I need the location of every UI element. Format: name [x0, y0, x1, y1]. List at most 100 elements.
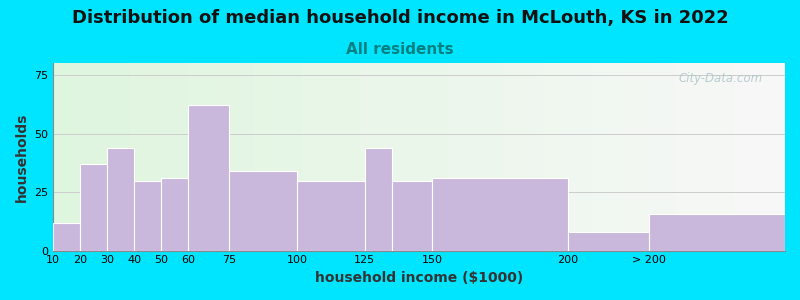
Bar — [741, 63, 745, 251]
Bar — [598, 63, 602, 251]
Bar — [338, 63, 342, 251]
Bar — [93, 63, 97, 251]
Bar — [422, 63, 426, 251]
Bar — [675, 63, 679, 251]
Bar — [642, 63, 646, 251]
Bar — [170, 63, 174, 251]
Bar — [686, 63, 690, 251]
Bar — [290, 63, 294, 251]
Bar — [445, 63, 448, 251]
Bar — [280, 63, 283, 251]
Bar — [610, 63, 613, 251]
Bar — [489, 63, 492, 251]
Bar — [719, 63, 722, 251]
Bar — [529, 63, 533, 251]
Bar — [118, 63, 122, 251]
Bar — [701, 63, 705, 251]
Bar — [134, 63, 137, 251]
Bar — [745, 63, 748, 251]
Bar — [159, 63, 162, 251]
Bar — [452, 63, 455, 251]
Bar — [518, 63, 522, 251]
Bar — [782, 63, 785, 251]
Bar — [734, 63, 738, 251]
Bar — [130, 63, 134, 251]
Bar — [434, 63, 438, 251]
Bar — [309, 63, 313, 251]
Bar — [67, 63, 71, 251]
Bar — [708, 63, 712, 251]
Bar — [53, 63, 57, 251]
Bar — [178, 63, 181, 251]
Bar — [206, 63, 210, 251]
Bar — [80, 164, 107, 251]
Bar — [496, 63, 499, 251]
Bar — [715, 63, 719, 251]
Bar — [438, 63, 441, 251]
Bar — [566, 63, 569, 251]
Bar — [378, 63, 382, 251]
Bar — [499, 63, 503, 251]
Bar — [225, 63, 229, 251]
Bar — [514, 63, 518, 251]
Bar — [631, 63, 635, 251]
Bar — [522, 63, 525, 251]
Bar — [269, 63, 273, 251]
Bar — [613, 63, 617, 251]
Bar — [543, 63, 547, 251]
Bar — [188, 63, 192, 251]
Bar — [185, 63, 188, 251]
Bar — [763, 63, 766, 251]
Text: All residents: All residents — [346, 42, 454, 57]
Bar — [298, 63, 302, 251]
Bar — [82, 63, 86, 251]
Bar — [759, 63, 763, 251]
Bar — [174, 63, 178, 251]
Bar — [78, 63, 82, 251]
Bar — [357, 63, 360, 251]
Bar — [722, 63, 726, 251]
Bar — [236, 63, 239, 251]
Bar — [726, 63, 730, 251]
Bar — [53, 223, 80, 251]
Bar — [265, 63, 269, 251]
Bar — [694, 63, 697, 251]
Bar — [419, 63, 422, 251]
Bar — [115, 63, 118, 251]
Bar — [334, 63, 338, 251]
Bar — [485, 63, 489, 251]
Bar — [196, 63, 199, 251]
Bar — [218, 63, 222, 251]
Bar — [404, 63, 408, 251]
Bar — [294, 63, 298, 251]
Bar — [229, 171, 297, 251]
Bar — [371, 63, 375, 251]
Bar — [232, 63, 236, 251]
Bar — [276, 63, 280, 251]
Bar — [104, 63, 108, 251]
Bar — [627, 63, 631, 251]
Bar — [324, 63, 327, 251]
Bar — [107, 148, 134, 251]
Bar — [401, 63, 404, 251]
Bar — [392, 181, 433, 251]
Bar — [650, 63, 654, 251]
Bar — [657, 63, 661, 251]
Bar — [166, 63, 170, 251]
Bar — [203, 63, 206, 251]
Bar — [448, 63, 452, 251]
Bar — [730, 63, 734, 251]
Bar — [646, 63, 650, 251]
Bar — [122, 63, 126, 251]
Bar — [584, 63, 587, 251]
Bar — [320, 63, 324, 251]
Bar — [365, 148, 392, 251]
Bar — [433, 178, 568, 251]
Bar — [229, 63, 232, 251]
Bar — [697, 63, 701, 251]
Bar — [594, 63, 598, 251]
Bar — [540, 63, 543, 251]
Bar — [568, 232, 650, 251]
Bar — [576, 63, 580, 251]
Bar — [506, 63, 510, 251]
